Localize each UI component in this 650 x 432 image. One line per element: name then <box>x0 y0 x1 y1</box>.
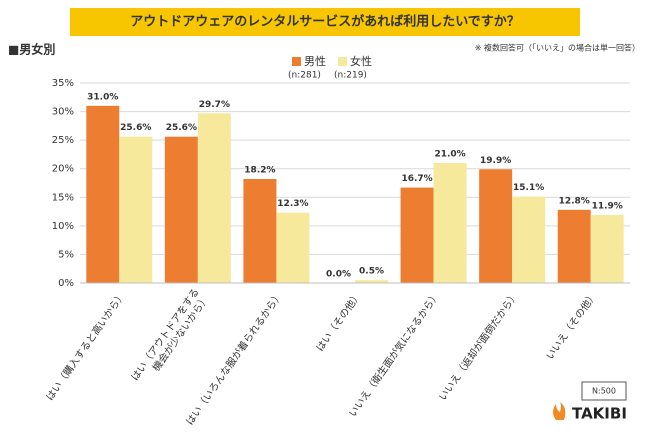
bar <box>433 163 467 283</box>
bar <box>86 105 120 283</box>
value-label: 19.9% <box>480 156 511 166</box>
legend-sample: (n:281) <box>288 71 321 81</box>
legend-label: 男性 <box>304 54 326 68</box>
value-label: 11.9% <box>592 202 623 212</box>
sample-box <box>581 381 627 401</box>
bar <box>355 280 388 283</box>
legend-sample: (n:219) <box>334 71 367 81</box>
value-label: 12.8% <box>559 196 590 206</box>
value-label: 15.1% <box>513 183 544 193</box>
bar <box>479 169 513 283</box>
y-tick-label: 30% <box>52 107 74 118</box>
bar <box>119 136 153 283</box>
y-tick-label: 25% <box>52 135 74 146</box>
y-tick-label: 5% <box>58 249 74 260</box>
y-tick-label: 0% <box>58 278 74 289</box>
y-tick-label: 20% <box>52 164 74 175</box>
bar <box>557 209 591 283</box>
brand: TAKIBI <box>572 405 627 423</box>
value-label: 0.5% <box>359 267 384 277</box>
value-label: 0.0% <box>326 270 351 280</box>
value-label: 12.3% <box>277 199 308 209</box>
bar <box>590 215 624 283</box>
bar <box>512 196 546 283</box>
sample-size: N:500 <box>592 387 616 396</box>
value-label: 18.2% <box>244 166 275 176</box>
y-tick-label: 10% <box>52 221 74 232</box>
bar <box>197 113 231 284</box>
chart-title: アウトドアウェアのレンタルサービスがあれば利用したいですか？ <box>130 14 520 30</box>
legend-swatch <box>338 57 347 66</box>
subtitle: ■男女別 <box>8 42 55 57</box>
title-banner <box>70 8 580 36</box>
logo-flame <box>553 402 566 420</box>
bar <box>400 187 434 283</box>
bar <box>164 136 198 283</box>
bar <box>243 179 277 283</box>
legend-swatch <box>292 57 301 66</box>
value-label: 16.7% <box>401 174 432 184</box>
bar <box>276 212 310 283</box>
value-label: 31.0% <box>87 92 118 102</box>
value-label: 25.6% <box>166 123 197 133</box>
value-label: 21.0% <box>434 150 465 160</box>
y-tick-label: 35% <box>52 78 74 89</box>
legend-label: 女性 <box>350 54 372 68</box>
y-tick-label: 15% <box>52 192 74 203</box>
value-label: 25.6% <box>120 123 151 133</box>
note: ※ 複数回答可（「いいえ」の場合は単一回答） <box>475 43 640 53</box>
value-label: 29.7% <box>199 100 230 110</box>
